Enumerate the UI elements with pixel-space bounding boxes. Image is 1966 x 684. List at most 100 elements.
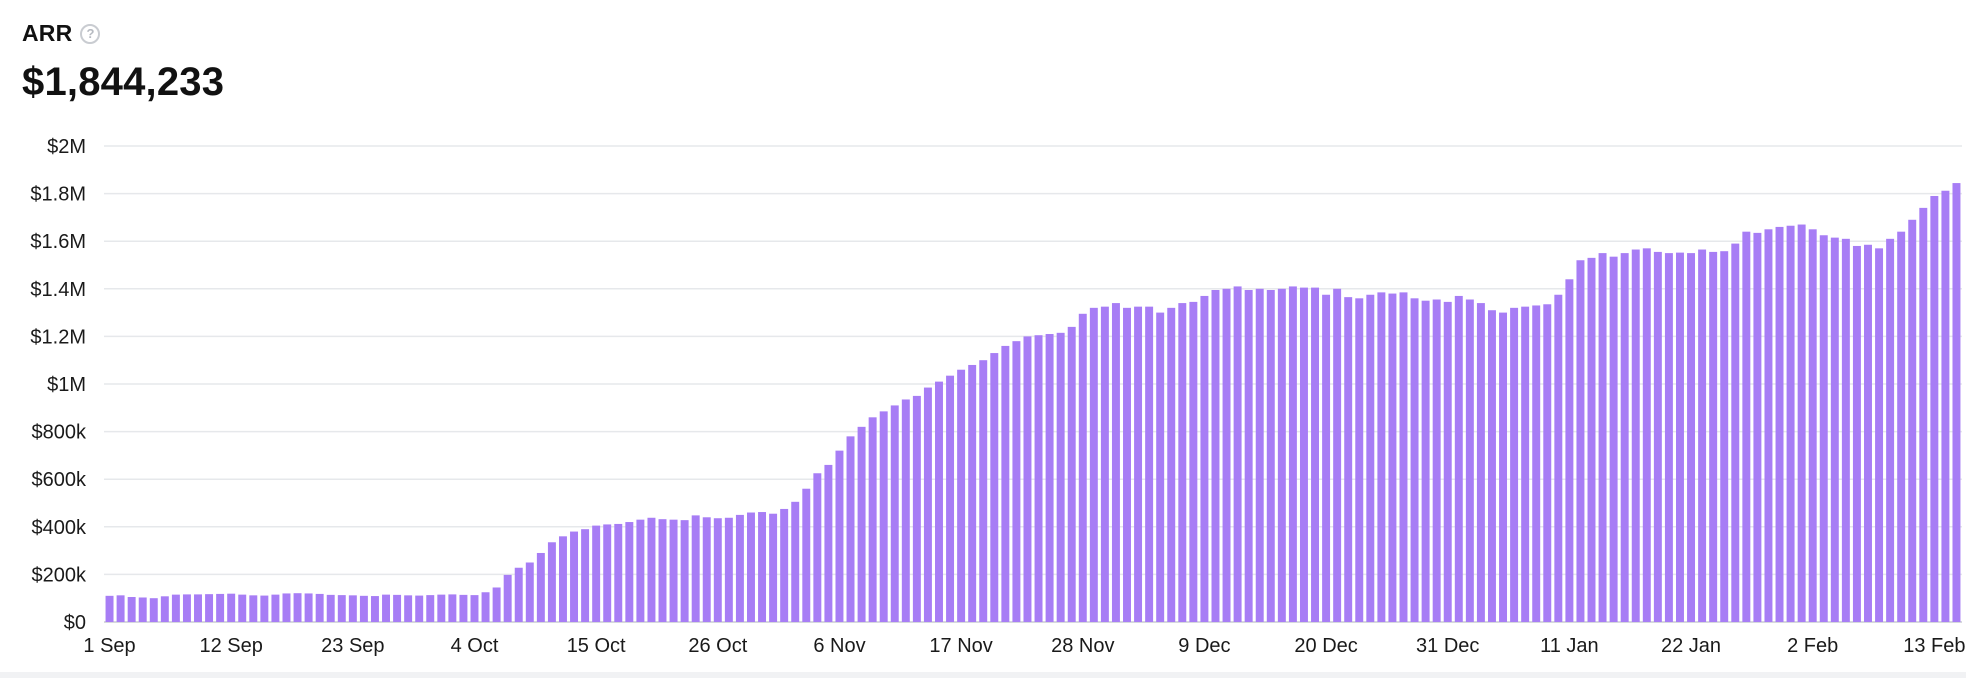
bar[interactable] [304, 593, 313, 622]
bar[interactable] [1609, 256, 1618, 622]
bar[interactable] [1200, 295, 1209, 622]
bar[interactable] [393, 594, 402, 622]
bar[interactable] [1189, 301, 1198, 622]
bar[interactable] [227, 593, 236, 622]
bar[interactable] [979, 360, 988, 622]
question-circle-icon[interactable]: ? [80, 23, 101, 44]
bar[interactable] [614, 523, 623, 622]
bar[interactable] [835, 450, 844, 622]
bar[interactable] [359, 595, 368, 622]
bar[interactable] [946, 375, 955, 622]
bar[interactable] [536, 552, 545, 622]
bar[interactable] [1178, 303, 1187, 622]
bar[interactable] [105, 595, 114, 622]
bar[interactable] [1388, 293, 1397, 622]
bar[interactable] [1742, 231, 1751, 622]
bar[interactable] [857, 426, 866, 622]
bar[interactable] [216, 593, 225, 622]
bar[interactable] [1830, 237, 1839, 622]
bar[interactable] [1421, 300, 1430, 622]
bar[interactable] [1852, 245, 1861, 622]
bar[interactable] [570, 531, 579, 622]
bar[interactable] [1698, 249, 1707, 622]
bar[interactable] [249, 595, 258, 622]
bar[interactable] [603, 524, 612, 622]
bar[interactable] [293, 593, 302, 622]
bar[interactable] [1687, 253, 1696, 622]
bar[interactable] [437, 594, 446, 622]
bar[interactable] [282, 593, 291, 622]
bar[interactable] [769, 513, 778, 622]
bar[interactable] [1023, 336, 1032, 622]
bar[interactable] [238, 594, 247, 622]
bar[interactable] [901, 399, 910, 622]
bar[interactable] [1255, 288, 1264, 622]
bar[interactable] [1576, 260, 1585, 622]
bar[interactable] [1311, 287, 1319, 622]
bar[interactable] [1819, 235, 1828, 622]
bar[interactable] [348, 595, 357, 622]
bar[interactable] [1156, 312, 1165, 622]
bar[interactable] [968, 364, 977, 622]
bar[interactable] [558, 536, 567, 622]
bar[interactable] [1764, 229, 1773, 623]
bar[interactable] [326, 594, 335, 622]
bar[interactable] [271, 594, 280, 622]
bar[interactable] [1078, 313, 1087, 622]
bar[interactable] [581, 529, 590, 622]
bar[interactable] [525, 562, 534, 623]
bar[interactable] [1709, 251, 1718, 622]
bar[interactable] [912, 395, 921, 622]
bar[interactable] [702, 517, 711, 622]
bar[interactable] [1797, 224, 1806, 623]
bar[interactable] [1521, 306, 1530, 622]
bar[interactable] [415, 595, 424, 622]
bar[interactable] [370, 596, 379, 622]
bar[interactable] [1786, 225, 1795, 623]
bar[interactable] [923, 387, 932, 622]
bar[interactable] [503, 574, 512, 622]
bar[interactable] [1554, 294, 1563, 622]
bar[interactable] [735, 514, 744, 622]
bar[interactable] [1034, 335, 1043, 622]
bar[interactable] [669, 519, 678, 622]
bar[interactable] [1598, 253, 1607, 622]
bar[interactable] [1012, 341, 1021, 622]
bar[interactable] [1941, 190, 1950, 623]
bar[interactable] [1510, 307, 1519, 622]
bar[interactable] [1952, 183, 1961, 622]
bar[interactable] [1864, 244, 1872, 622]
bar[interactable] [138, 597, 147, 622]
bar[interactable] [713, 518, 722, 622]
bar[interactable] [1344, 297, 1353, 622]
bar[interactable] [1499, 312, 1508, 622]
bar[interactable] [382, 594, 390, 622]
bar[interactable] [1277, 288, 1286, 622]
bar[interactable] [1465, 299, 1474, 622]
bar[interactable] [426, 595, 435, 622]
bar[interactable] [1134, 306, 1143, 622]
bar[interactable] [260, 595, 269, 622]
bar[interactable] [448, 594, 457, 622]
bar[interactable] [182, 594, 191, 622]
bar[interactable] [791, 501, 800, 622]
bar[interactable] [758, 512, 767, 622]
bar[interactable] [1919, 207, 1928, 622]
bar[interactable] [149, 598, 158, 622]
bar[interactable] [1908, 219, 1917, 622]
bar[interactable] [459, 594, 468, 622]
bar[interactable] [127, 597, 136, 622]
bar[interactable] [1067, 326, 1076, 622]
bar[interactable] [1476, 303, 1485, 622]
bar[interactable] [1233, 286, 1242, 622]
bar[interactable] [315, 593, 324, 622]
bar[interactable] [171, 594, 180, 622]
bar[interactable] [337, 595, 346, 622]
bar[interactable] [868, 417, 877, 622]
bar[interactable] [1642, 248, 1651, 622]
bar[interactable] [1775, 226, 1784, 623]
bar[interactable] [813, 473, 822, 622]
bar[interactable] [160, 596, 169, 622]
bar[interactable] [957, 369, 966, 622]
bar[interactable] [1211, 289, 1220, 622]
